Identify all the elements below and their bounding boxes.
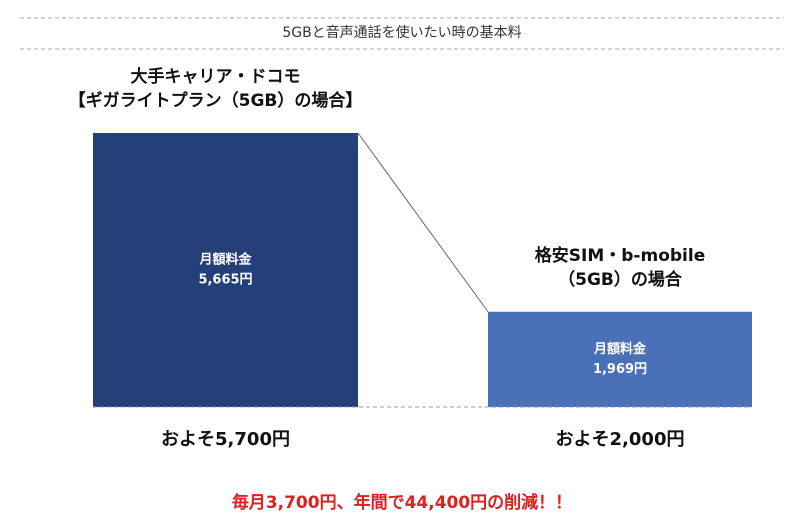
annotation: 毎月3,700円、年間で44,400円の削減！！ <box>232 492 572 513</box>
connector <box>357 132 489 313</box>
value-label: 5,665円 <box>198 273 252 288</box>
approx-label: およそ5,700円 <box>161 429 290 450</box>
category-label: 大手キャリア・ドコモ <box>131 66 301 87</box>
approx-label: およそ2,000円 <box>556 429 685 450</box>
category-label: （5GB）の場合 <box>558 269 683 290</box>
category-label: 【ギガライトプラン（5GB）の場合】 <box>69 90 363 111</box>
value-caption: 月額料金 <box>593 341 647 357</box>
value-caption: 月額料金 <box>198 252 252 268</box>
bar <box>488 311 752 407</box>
bar <box>93 133 358 407</box>
category-label: 格安SIM・b-mobile <box>535 245 705 266</box>
chart-title: 5GBと音声通話を使いたい時の基本料 <box>282 24 521 41</box>
value-label: 1,969円 <box>593 362 647 377</box>
